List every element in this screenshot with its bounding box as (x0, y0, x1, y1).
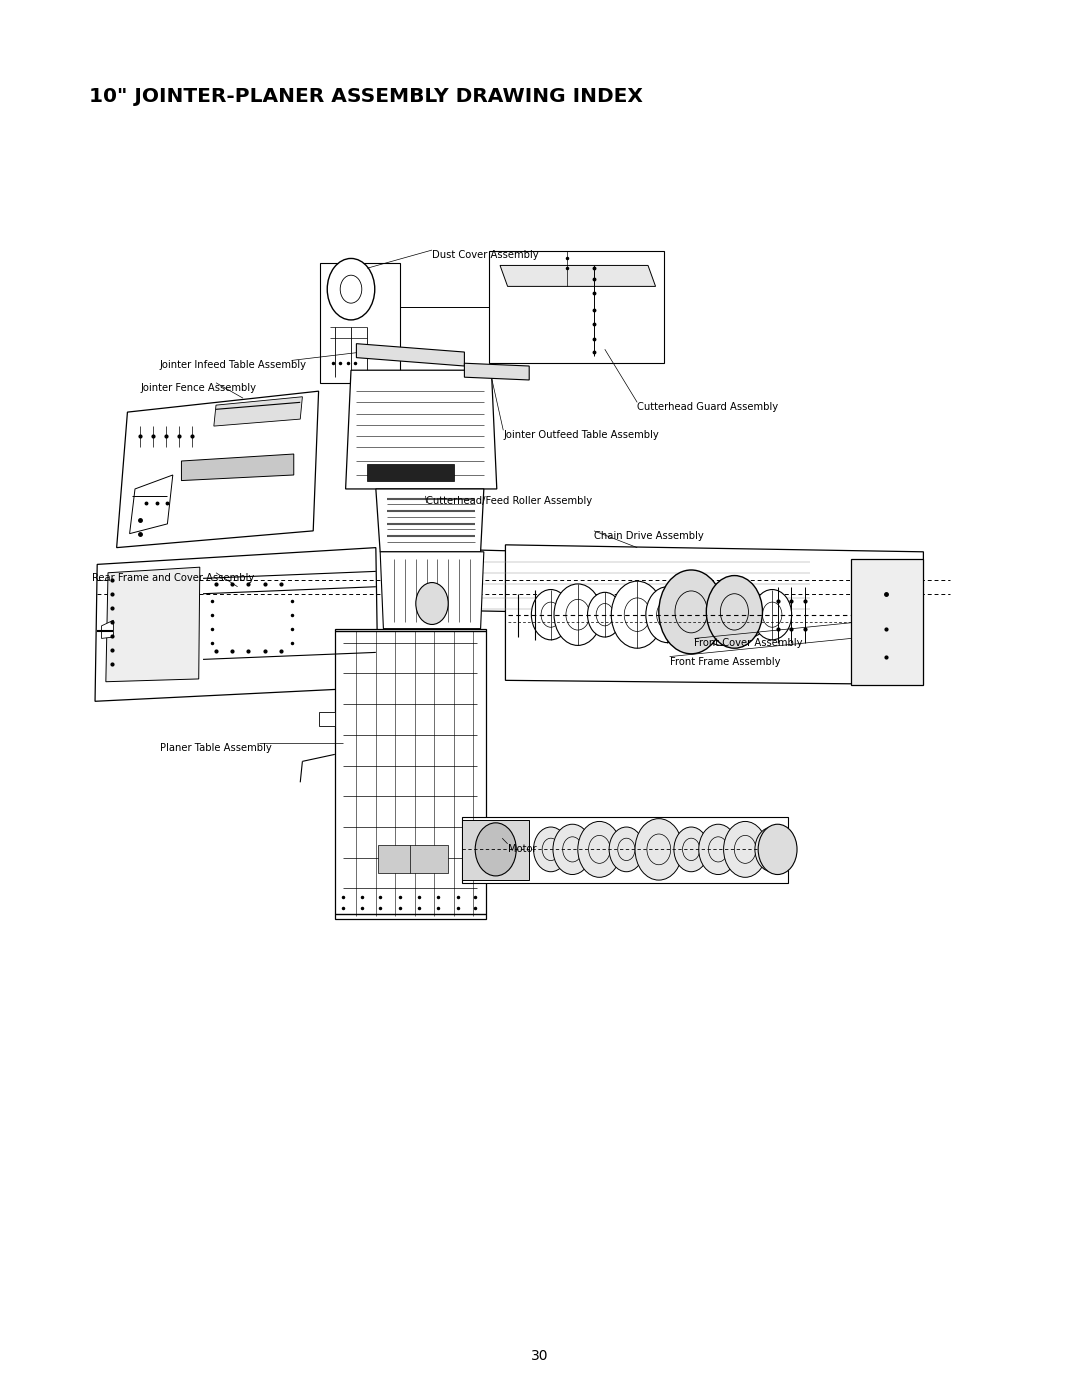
Polygon shape (214, 397, 302, 426)
Text: Jointer Fence Assembly: Jointer Fence Assembly (140, 383, 256, 393)
Text: 30: 30 (531, 1350, 549, 1363)
Text: Front Cover Assembly: Front Cover Assembly (694, 638, 802, 648)
Polygon shape (367, 464, 454, 481)
Polygon shape (462, 820, 529, 880)
Text: Jointer Outfeed Table Assembly: Jointer Outfeed Table Assembly (503, 430, 659, 440)
Circle shape (611, 581, 663, 648)
Circle shape (755, 827, 789, 872)
Polygon shape (130, 475, 173, 534)
Polygon shape (500, 265, 656, 286)
Polygon shape (181, 454, 294, 481)
Circle shape (659, 570, 724, 654)
Circle shape (753, 590, 792, 640)
Polygon shape (356, 344, 464, 366)
Text: Front Frame Assembly: Front Frame Assembly (670, 657, 780, 666)
Circle shape (588, 592, 622, 637)
Circle shape (416, 583, 448, 624)
Circle shape (531, 590, 570, 640)
Polygon shape (505, 545, 923, 685)
Circle shape (646, 587, 689, 643)
Polygon shape (376, 489, 484, 552)
Circle shape (327, 258, 375, 320)
Polygon shape (489, 251, 664, 363)
Text: Cutterhead Guard Assembly: Cutterhead Guard Assembly (637, 402, 779, 412)
Text: Chain Drive Assembly: Chain Drive Assembly (594, 531, 704, 541)
Circle shape (677, 590, 716, 640)
Circle shape (724, 821, 767, 877)
Polygon shape (320, 263, 400, 383)
Polygon shape (462, 817, 788, 883)
Circle shape (534, 827, 568, 872)
Circle shape (758, 824, 797, 875)
Circle shape (706, 576, 762, 648)
Circle shape (578, 821, 621, 877)
Polygon shape (346, 370, 497, 489)
Circle shape (674, 827, 708, 872)
Text: Jointer Infeed Table Assembly: Jointer Infeed Table Assembly (160, 360, 307, 370)
Text: Planer Table Assembly: Planer Table Assembly (160, 743, 271, 753)
Circle shape (698, 584, 745, 645)
Circle shape (554, 584, 602, 645)
Polygon shape (117, 391, 319, 548)
Polygon shape (380, 552, 484, 629)
Text: Dust Cover Assembly: Dust Cover Assembly (432, 250, 539, 260)
Circle shape (609, 827, 644, 872)
Polygon shape (319, 712, 335, 726)
Text: Motor: Motor (508, 844, 537, 854)
Polygon shape (378, 845, 448, 873)
Polygon shape (383, 548, 821, 617)
Circle shape (553, 824, 592, 875)
Polygon shape (102, 620, 113, 638)
Circle shape (475, 823, 516, 876)
Circle shape (635, 819, 683, 880)
Text: 10" JOINTER-PLANER ASSEMBLY DRAWING INDEX: 10" JOINTER-PLANER ASSEMBLY DRAWING INDE… (89, 87, 643, 106)
Circle shape (733, 592, 768, 637)
Polygon shape (464, 363, 529, 380)
Polygon shape (106, 567, 200, 682)
Text: Rear Frame and Cover Assembly: Rear Frame and Cover Assembly (92, 573, 254, 583)
Text: Cutterhead/Feed Roller Assembly: Cutterhead/Feed Roller Assembly (426, 496, 592, 506)
Polygon shape (95, 548, 378, 701)
Circle shape (699, 824, 738, 875)
Polygon shape (851, 559, 923, 685)
Polygon shape (335, 629, 486, 919)
